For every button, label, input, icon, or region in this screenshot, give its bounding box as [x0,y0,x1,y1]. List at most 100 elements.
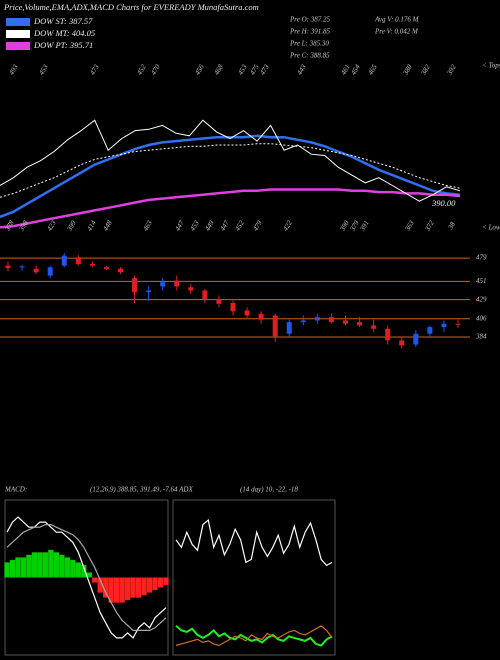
bottom-label: 423 [46,219,58,233]
candle-body [33,268,39,273]
level-label: 451 [476,277,487,285]
bottom-label: 452 [234,219,246,233]
candle-body [272,315,278,337]
candle-body [75,257,81,264]
candle-body [258,313,264,320]
macd-bar [114,577,120,603]
legend-label: DOW ST: 387.57 [33,16,93,26]
macd-bar [146,577,153,593]
legend-swatch [6,42,30,50]
bottom-label: 38 [446,220,457,231]
macd-bar [152,577,158,591]
level-label: 479 [476,254,487,262]
candle-body [132,278,138,293]
bottom-label: 463 [142,219,154,233]
candle-body [202,290,208,299]
macd-bar [15,557,21,578]
macd-bar [141,577,147,596]
macd-bar [42,552,49,578]
macd-bar [119,577,125,603]
top-label: 380 [401,63,414,77]
candle-body [413,333,419,345]
candle-body [5,265,11,269]
lows-label: < Lows [482,224,500,232]
macd-bar [59,554,65,578]
candle-body [47,267,53,276]
line-series [0,143,461,198]
adx-frame [172,499,336,656]
macd-bar [124,577,131,601]
level-label: 406 [476,314,487,322]
macd-bar [130,577,136,598]
top-label: 453 [237,63,249,77]
macd-bar [81,564,87,578]
top-label: 382 [419,63,432,77]
macd-bar [75,562,81,578]
top-label: 465 [367,63,379,77]
macd-bar [20,557,27,578]
legend-swatch [6,18,30,26]
bottom-label: 372 [423,219,436,233]
candle-body [343,320,348,324]
bottom-label: 479 [252,219,264,233]
top-label: 470 [150,63,162,77]
candle-body [385,328,391,341]
top-label: 473 [89,63,101,77]
top-label: 392 [445,63,458,77]
macd-bar [4,562,10,578]
line-series [0,119,461,202]
bottom-label: 398 [17,219,30,233]
macd-bar [97,577,103,593]
macd-bar [48,549,54,578]
stat: Pre H: 391.85 [289,28,330,36]
macd-bar [53,552,59,578]
bottom-label: 447 [219,219,231,233]
candle-body [286,322,292,334]
bottom-label: 449 [204,219,216,233]
candle-body [455,323,461,325]
bottom-label: 414 [86,219,98,233]
candle-body [61,255,67,266]
top-label: 468 [213,63,225,77]
bottom-label: 447 [174,219,186,233]
candle-body [19,266,25,268]
top-label: 473 [259,63,271,77]
line-series [175,518,333,567]
adx-title: (14 day) 10, -22, -18 [240,486,298,494]
candle-body [146,290,152,293]
candle-body [188,287,194,291]
macd-bar [70,559,76,578]
candle-body [103,267,109,269]
macd-bar [92,577,98,583]
macd-bar [103,577,109,598]
chart-title: Price,Volume,EMA,ADX,MACD Charts for EVE… [3,2,259,12]
candle-body [216,298,222,304]
candle-body [441,323,447,328]
candle-body [328,317,334,323]
stat: Pre V: 0.042 M [374,28,419,36]
candle-body [244,310,250,316]
line-series [6,524,167,631]
bottom-label: 391 [358,219,371,233]
top-label: 452 [136,63,148,77]
bottom-label: 422 [282,219,294,233]
candle-body [427,327,433,334]
line-series [0,188,461,229]
legend-swatch [6,30,30,38]
top-label: 453 [38,63,50,77]
line-series [175,625,333,647]
macd-title: MACD: [4,486,27,494]
macd-bar [9,559,16,578]
macd-bar [163,577,169,586]
top-label: 443 [296,63,308,77]
top-label: 454 [350,63,362,77]
macd-bar [157,577,164,588]
legend-label: DOW MT: 404.05 [33,28,95,38]
macd-subtitle: (12,26,9) 388.85, 391.49, -7.64 ADX [90,486,193,494]
bottom-label: 448 [102,219,114,233]
level-label: 429 [476,295,487,303]
bottom-label: 363 [403,219,416,233]
candle-body [230,303,236,312]
